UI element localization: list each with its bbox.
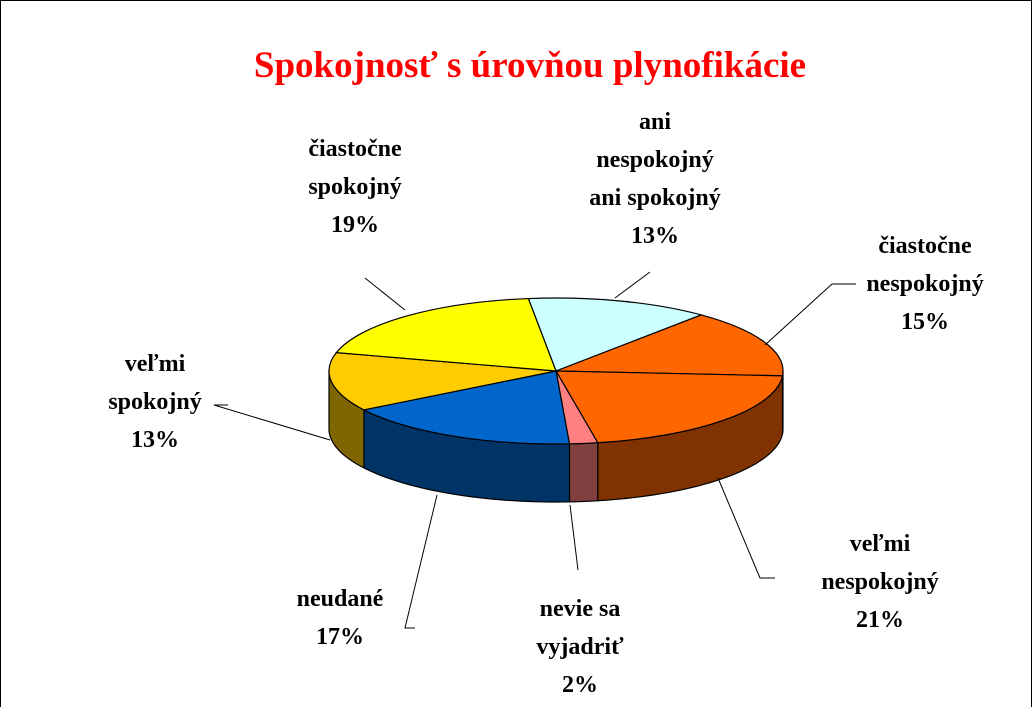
value-label: 15% (901, 309, 949, 335)
data-label: ani nespokojný ani spokojný 13% (535, 103, 775, 255)
data-label: nevie sa vyjadriť 2% (460, 590, 700, 704)
leader-line (404, 494, 438, 629)
slice (362, 370, 571, 445)
data-label: veľmi nespokojný 21% (760, 525, 1000, 639)
leader-line (364, 277, 406, 311)
slice (328, 351, 557, 411)
value-label: 17% (316, 624, 364, 650)
category-label: neudané (296, 586, 384, 612)
value-label: 2% (562, 672, 598, 698)
leader-line (569, 504, 579, 571)
category-label: veľmi nespokojný (821, 531, 939, 595)
data-label: veľmi spokojný 13% (35, 345, 275, 459)
category-label: čiastočne nespokojný (866, 233, 984, 297)
category-label: ani nespokojný ani spokojný (589, 109, 721, 211)
category-label: nevie sa vyjadriť (536, 596, 624, 660)
leader-line (614, 271, 651, 299)
value-label: 19% (331, 212, 379, 238)
leader-line (764, 283, 856, 346)
category-label: veľmi spokojný (108, 351, 202, 415)
leader-line (213, 404, 331, 441)
slice (554, 370, 784, 444)
data-label: neudané 17% (220, 580, 460, 656)
category-label: čiastočne spokojný (308, 136, 402, 200)
value-label: 13% (631, 223, 679, 249)
data-label: čiastočne nespokojný 15% (805, 227, 1034, 341)
slice (527, 297, 704, 372)
leader-line (717, 477, 775, 579)
slice (555, 314, 784, 377)
chart-title: Spokojnosť s úrovňou plynofikácie (253, 45, 807, 86)
data-label: čiastočne spokojný 19% (235, 130, 475, 244)
value-label: 21% (856, 607, 904, 633)
slice-side (568, 442, 599, 503)
slice (335, 297, 557, 372)
value-label: 13% (131, 427, 179, 453)
